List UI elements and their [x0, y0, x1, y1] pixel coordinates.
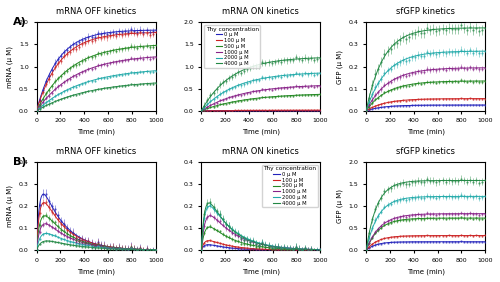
- Text: B): B): [12, 157, 26, 167]
- Title: mRNA ON kinetics: mRNA ON kinetics: [222, 7, 300, 16]
- Title: mRNA OFF kinetics: mRNA OFF kinetics: [56, 7, 136, 16]
- X-axis label: Time (min): Time (min): [242, 129, 280, 135]
- Legend: 0 μ M, 100 μ M, 500 μ M, 1000 μ M, 2000 μ M, 4000 μ M: 0 μ M, 100 μ M, 500 μ M, 1000 μ M, 2000 …: [204, 25, 260, 68]
- X-axis label: Time (min): Time (min): [242, 268, 280, 275]
- X-axis label: Time (min): Time (min): [77, 129, 115, 135]
- Y-axis label: GFP (μ M): GFP (μ M): [336, 50, 343, 83]
- Y-axis label: GFP (μ M): GFP (μ M): [336, 189, 343, 223]
- Title: sfGFP kinetics: sfGFP kinetics: [396, 7, 455, 16]
- Title: mRNA OFF kinetics: mRNA OFF kinetics: [56, 147, 136, 156]
- Title: mRNA ON kinetics: mRNA ON kinetics: [222, 147, 300, 156]
- X-axis label: Time (min): Time (min): [406, 129, 445, 135]
- Title: sfGFP kinetics: sfGFP kinetics: [396, 147, 455, 156]
- X-axis label: Time (min): Time (min): [77, 268, 115, 275]
- Text: A): A): [12, 17, 26, 27]
- Y-axis label: mRNA (μ M): mRNA (μ M): [7, 45, 14, 87]
- Y-axis label: mRNA (μ M): mRNA (μ M): [7, 185, 14, 227]
- X-axis label: Time (min): Time (min): [406, 268, 445, 275]
- Legend: 0 μ M, 100 μ M, 500 μ M, 1000 μ M, 2000 μ M, 4000 μ M: 0 μ M, 100 μ M, 500 μ M, 1000 μ M, 2000 …: [262, 164, 318, 208]
